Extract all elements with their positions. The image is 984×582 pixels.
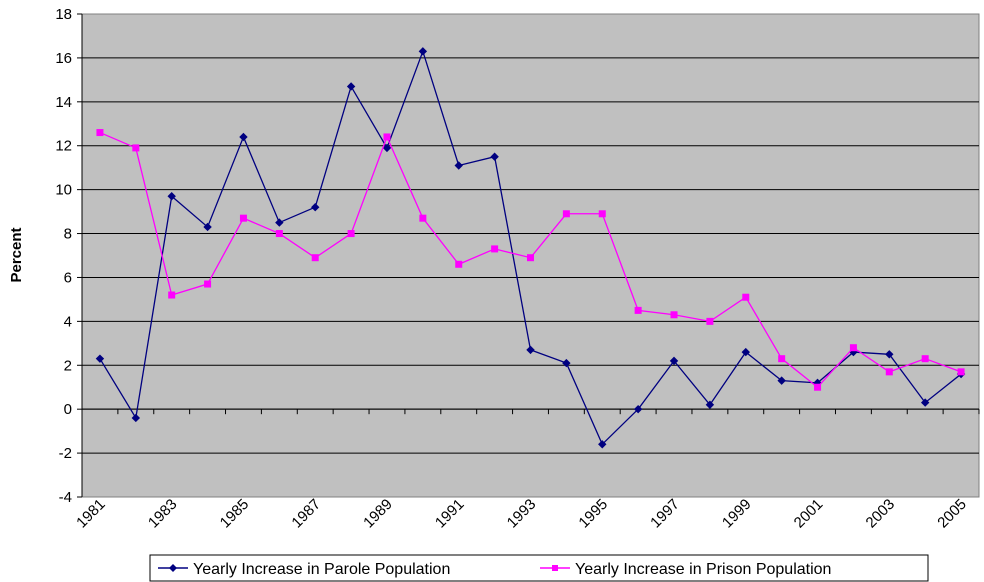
data-point bbox=[311, 254, 319, 262]
data-point bbox=[921, 355, 929, 363]
data-point bbox=[491, 245, 499, 253]
legend-marker bbox=[169, 564, 177, 572]
data-point bbox=[239, 214, 247, 222]
data-point bbox=[275, 230, 283, 238]
data-point bbox=[670, 311, 678, 319]
legend-marker bbox=[552, 565, 558, 571]
x-tick-label: 1983 bbox=[145, 496, 181, 532]
y-tick-label: 2 bbox=[64, 357, 72, 374]
data-point bbox=[598, 440, 607, 449]
y-tick-label: 12 bbox=[55, 138, 72, 155]
y-tick-label: -2 bbox=[59, 445, 72, 462]
data-point bbox=[311, 202, 320, 212]
data-point bbox=[633, 404, 643, 414]
data-point bbox=[419, 214, 427, 222]
legend-item-2: Yearly Increase in Prison Population bbox=[540, 561, 831, 578]
legend-label: Yearly Increase in Prison Population bbox=[575, 561, 831, 578]
data-point bbox=[454, 161, 463, 170]
data-point bbox=[742, 293, 750, 301]
data-point bbox=[885, 350, 894, 359]
data-point bbox=[669, 356, 679, 366]
data-point bbox=[526, 345, 535, 355]
data-point bbox=[562, 210, 570, 218]
data-point bbox=[920, 398, 930, 407]
data-point bbox=[634, 306, 642, 314]
data-point bbox=[814, 383, 822, 391]
data-point bbox=[382, 143, 392, 153]
data-point bbox=[275, 218, 284, 227]
axes bbox=[77, 13, 980, 498]
y-tick-label: 6 bbox=[64, 269, 72, 286]
data-point bbox=[777, 376, 786, 385]
data-point bbox=[239, 132, 248, 142]
y-tick-label: 10 bbox=[55, 182, 72, 199]
data-point bbox=[346, 82, 356, 91]
data-point bbox=[383, 133, 391, 141]
data-point bbox=[168, 291, 176, 299]
x-tick-label: 1991 bbox=[432, 496, 468, 532]
x-tick-label: 2001 bbox=[791, 496, 827, 532]
data-point bbox=[131, 413, 141, 423]
data-point bbox=[95, 354, 105, 363]
y-tick-label: 16 bbox=[55, 50, 72, 67]
data-point bbox=[527, 254, 534, 262]
data-point bbox=[204, 280, 212, 288]
x-tick-label: 1985 bbox=[217, 496, 253, 532]
legend-label: Yearly Increase in Parole Population bbox=[193, 561, 450, 578]
data-point bbox=[347, 230, 355, 238]
x-tick-label: 1981 bbox=[73, 496, 109, 532]
data-point bbox=[132, 144, 140, 152]
series-2 bbox=[96, 129, 965, 391]
y-tick-label: 14 bbox=[55, 94, 72, 111]
x-tick-label: 1997 bbox=[647, 496, 683, 532]
data-point bbox=[455, 260, 463, 268]
data-point bbox=[706, 317, 714, 325]
x-tick-label: 1987 bbox=[288, 496, 324, 532]
x-tick-labels: 1981 1983 1985 1987 1989 1991 1993 1995 1997 1999… bbox=[73, 496, 970, 532]
data-point bbox=[957, 368, 965, 376]
legend-item-1: Yearly Increase in Parole Population bbox=[158, 561, 450, 578]
y-tick-label: 0 bbox=[64, 401, 72, 418]
y-tick-label: 18 bbox=[55, 6, 72, 23]
x-tick-label: 2005 bbox=[934, 496, 970, 532]
data-point bbox=[96, 129, 104, 137]
data-point bbox=[562, 358, 571, 368]
y-tick-label: 4 bbox=[64, 313, 72, 330]
data-point bbox=[418, 47, 428, 56]
data-point bbox=[203, 222, 212, 232]
data-point bbox=[849, 344, 857, 352]
x-tick-label: 1999 bbox=[719, 496, 755, 532]
x-tick-label: 2003 bbox=[863, 496, 899, 532]
data-point bbox=[598, 210, 606, 218]
legend: Yearly Increase in Parole Population Year… bbox=[149, 554, 929, 582]
y-tick-label: -4 bbox=[59, 489, 72, 506]
y-axis-label: Percent bbox=[8, 227, 25, 282]
data-point bbox=[885, 368, 893, 376]
x-tick-label: 1995 bbox=[575, 496, 611, 532]
data-point bbox=[778, 355, 786, 363]
data-point bbox=[167, 192, 176, 201]
series-group bbox=[95, 47, 966, 449]
x-tick-label: 1989 bbox=[360, 496, 396, 532]
x-tick-label: 1993 bbox=[504, 496, 540, 532]
data-point bbox=[705, 400, 715, 409]
y-tick-labels: -4 -2 0 2 4 6 8 10 12 14 16 18 bbox=[55, 6, 72, 506]
legend-box bbox=[149, 554, 929, 582]
data-point bbox=[490, 152, 499, 161]
data-point bbox=[741, 347, 750, 357]
y-tick-label: 8 bbox=[64, 226, 72, 243]
